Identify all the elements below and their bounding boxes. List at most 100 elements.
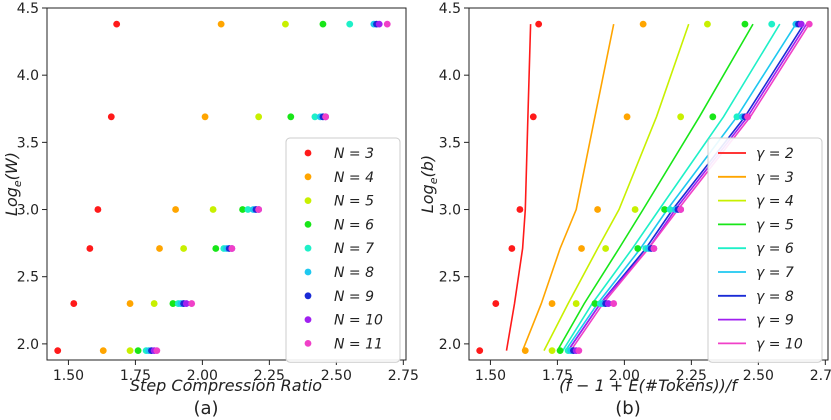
panel-a-marks xyxy=(54,20,391,354)
series-line xyxy=(564,23,797,352)
legend-marker xyxy=(304,221,312,228)
data-point xyxy=(99,347,107,354)
data-point xyxy=(201,113,209,121)
data-point xyxy=(741,20,749,28)
y-tick-label: 4.5 xyxy=(17,1,39,17)
panel-b: 1.50 1.75 2.00 2.25 2.50 2.75 2.0 2.5 3.0 3.5 4.0 4… xyxy=(418,1,831,419)
data-point xyxy=(70,300,78,307)
data-point xyxy=(383,20,391,28)
legend-label: γ = 9 xyxy=(756,313,794,329)
legend-marker xyxy=(304,149,312,157)
data-point xyxy=(180,245,188,252)
panel-b-frame xyxy=(468,7,829,361)
legend-label: γ = 8 xyxy=(756,289,794,305)
data-point xyxy=(182,300,190,307)
panel-b-xlabel: (f − 1 + E(#Tokens))/f xyxy=(559,376,739,395)
data-point xyxy=(548,300,556,307)
panel-a-ylabel: Loge(W) xyxy=(2,152,24,216)
data-point xyxy=(255,113,263,121)
data-point xyxy=(677,113,685,121)
data-point xyxy=(604,300,612,307)
series-line xyxy=(543,23,690,351)
legend-label: N = 9 xyxy=(334,289,374,305)
data-point xyxy=(744,113,752,121)
data-point xyxy=(661,206,668,213)
data-point xyxy=(239,206,246,213)
data-point xyxy=(666,206,674,213)
data-point xyxy=(217,20,225,28)
legend-label: N = 8 xyxy=(334,265,374,281)
series-line xyxy=(570,23,810,352)
legend-label: γ = 10 xyxy=(756,336,803,352)
legend-label: γ = 6 xyxy=(756,241,794,257)
data-point xyxy=(188,300,196,307)
data-point xyxy=(134,347,142,354)
x-tick-label: 2.00 xyxy=(187,368,218,384)
data-point xyxy=(572,300,580,307)
panel-a: 1.50 1.75 2.00 2.25 2.50 2.75 2.0 2.5 3.0 3.5 4.0 4… xyxy=(2,1,419,419)
data-point xyxy=(209,206,217,213)
x-tick-label: 2.25 xyxy=(676,368,707,384)
panel-b-ylabel: Loge(b) xyxy=(418,155,440,213)
data-point xyxy=(156,245,163,252)
legend-box xyxy=(285,137,401,363)
data-point xyxy=(54,347,62,354)
data-point xyxy=(521,347,529,354)
x-tick-label: 2.75 xyxy=(810,368,831,384)
data-point xyxy=(282,20,289,28)
panel-a-letter: (a) xyxy=(193,398,218,419)
x-tick-label: 1.75 xyxy=(120,368,151,384)
legend-marker xyxy=(304,244,312,252)
legend-label: N = 10 xyxy=(334,313,383,329)
data-point xyxy=(244,206,252,213)
legend-marker xyxy=(304,197,312,205)
panel-a-legend: N = 3 N = 4 N = 5 N = 6 N = 7 N = 8 N = 9 N = 1… xyxy=(285,137,401,363)
data-point xyxy=(634,245,642,252)
x-tick-label: 2.50 xyxy=(321,368,352,384)
series-line xyxy=(556,23,754,351)
data-point xyxy=(529,113,537,121)
y-tick-label: 2.0 xyxy=(439,337,461,353)
y-tick-label: 3.5 xyxy=(439,135,461,151)
legend-marker xyxy=(304,316,312,323)
y-tick-label: 3.0 xyxy=(17,203,39,219)
data-point xyxy=(255,206,263,213)
legend-label: γ = 2 xyxy=(756,146,794,162)
data-point xyxy=(797,20,805,28)
data-point xyxy=(476,347,484,354)
panel-a-frame xyxy=(46,7,407,361)
data-point xyxy=(610,300,618,307)
legend-box xyxy=(707,137,823,363)
legend-label: N = 6 xyxy=(334,217,374,233)
data-point xyxy=(94,206,102,213)
panel-b-legend: γ = 2 γ = 3 γ = 4 γ = 5 γ = 6 γ = 7 γ = 8 γ = 9… xyxy=(707,137,823,363)
data-point xyxy=(153,347,161,354)
data-point xyxy=(805,20,813,28)
x-tick-label: 1.50 xyxy=(53,368,84,384)
data-point xyxy=(212,245,220,252)
data-point xyxy=(508,245,516,252)
legend-label: N = 11 xyxy=(334,336,383,352)
data-point xyxy=(311,113,319,121)
data-point xyxy=(623,113,631,121)
panel-a-xlabel: Step Compression Ratio xyxy=(130,376,322,395)
legend-marker xyxy=(304,268,312,276)
legend-marker xyxy=(304,292,312,300)
legend-marker xyxy=(304,340,312,347)
y-tick-label: 3.0 xyxy=(439,203,461,219)
data-point xyxy=(126,300,134,307)
x-tick-label: 1.75 xyxy=(542,368,573,384)
data-point xyxy=(594,206,601,213)
series-line xyxy=(567,23,808,352)
y-tick-label: 2.5 xyxy=(439,270,461,286)
x-tick-label: 2.00 xyxy=(609,368,640,384)
legend-label: N = 5 xyxy=(334,194,374,210)
legend-label: N = 7 xyxy=(334,241,374,257)
data-point xyxy=(107,113,115,121)
x-tick-label: 2.25 xyxy=(254,368,285,384)
series-line xyxy=(505,24,532,351)
legend-marker xyxy=(304,173,312,181)
data-point xyxy=(677,206,685,213)
data-point xyxy=(650,245,658,252)
